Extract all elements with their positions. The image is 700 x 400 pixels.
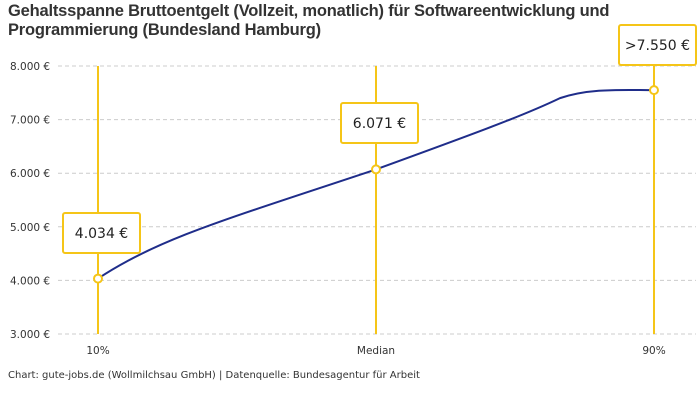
y-tick-label: 6.000 € xyxy=(10,168,50,180)
x-tick-label: 90% xyxy=(642,345,665,357)
y-tick-label: 8.000 € xyxy=(10,61,50,73)
chart-title: Gehaltsspanne Bruttoentgelt (Vollzeit, m… xyxy=(8,2,610,39)
data-point xyxy=(93,273,103,284)
data-label-box xyxy=(618,24,697,66)
data-label-box xyxy=(340,102,419,144)
y-tick-label: 5.000 € xyxy=(10,222,50,234)
x-tick-label: Median xyxy=(357,345,395,357)
x-tick-label: 10% xyxy=(86,345,109,357)
series-line xyxy=(97,88,655,280)
data-point xyxy=(371,164,381,175)
data-label: 4.034 € xyxy=(75,226,128,242)
data-label-box xyxy=(62,212,141,254)
source-note: Chart: gute-jobs.de (Wollmilchsau GmbH) … xyxy=(8,370,420,381)
data-label: 6.071 € xyxy=(353,116,406,132)
y-tick-label: 4.000 € xyxy=(10,275,50,287)
y-tick-label: 7.000 € xyxy=(10,115,50,127)
data-point xyxy=(649,85,659,96)
y-tick-label: 3.000 € xyxy=(10,329,50,341)
data-label: >7.550 € xyxy=(625,38,690,54)
